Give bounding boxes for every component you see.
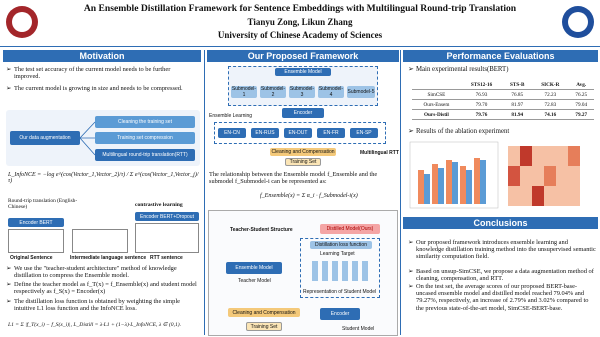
ensemble: Ensemble Model (226, 262, 282, 274)
affiliation: University of Chinese Academy of Science… (217, 30, 383, 40)
bullet: The test set accuracy of the current mod… (6, 66, 196, 80)
step: Cleaning the training set (95, 116, 195, 128)
encoder: Encoder BERT+Dropout (135, 212, 199, 221)
cleaning: Cleaning and Compensation (228, 308, 300, 317)
ablation-charts (409, 141, 580, 209)
distilled: Distilled Model(Ours) (320, 224, 380, 234)
table-cell: 79.70 (460, 99, 503, 110)
bullet: Our proposed framework introduces ensemb… (408, 239, 597, 261)
label: Student Model (342, 326, 375, 332)
label: RTT sentence (150, 255, 183, 261)
bullet: On the test set, the average scores of o… (408, 283, 597, 312)
table-row: Ours-Distil 79.76 81.94 74.16 79.27 (412, 109, 594, 120)
table-cell: SimCSE (412, 89, 461, 100)
table-cell: 79.27 (568, 109, 594, 120)
table-cell: Avg. (568, 80, 594, 90)
table-row: STS12-16 STS-B SICK-R Avg. (412, 80, 594, 90)
label: Ensemble Learning (209, 113, 253, 119)
step: Training set compression (95, 132, 195, 144)
sentence-box (8, 229, 64, 253)
language: EN-CN (218, 128, 246, 138)
submodel: Submodel-5 (347, 86, 375, 98)
label: contrastive learning (135, 202, 183, 208)
table-cell (412, 80, 461, 90)
ensemble: Ensemble Model (275, 68, 331, 76)
arrows (80, 121, 96, 156)
training-set: Training Set (246, 322, 282, 331)
cleaning: Cleaning and Compensation (270, 148, 336, 156)
formula: L_InfoNCE = −log e^(cos(Vector_1,Vector_… (8, 172, 199, 184)
bullet: The current model is growing in size and… (6, 85, 196, 92)
results-table: STS12-16 STS-B SICK-R Avg. SimCSE 76.93 76.85 7… (412, 80, 594, 120)
table-cell: SICK-R (532, 80, 569, 90)
table-cell: Ours-Distil (412, 109, 461, 120)
table-cell: 81.97 (502, 99, 533, 110)
table-cell: STS12-16 (460, 80, 503, 90)
student-panel (300, 238, 380, 298)
sentence-box (72, 229, 128, 253)
authors: Tianyu Zong, Likun Zhang (247, 17, 353, 27)
submodel: Submodel-2 (260, 86, 286, 98)
section-title: Conclusions (403, 217, 598, 229)
table-cell: 81.94 (502, 109, 533, 120)
representation-bars (312, 261, 368, 281)
label: Teacher Model (238, 278, 271, 284)
label: Learning Target (320, 251, 355, 257)
language: EN-FR (317, 128, 345, 138)
table-cell: 76.25 (568, 89, 594, 100)
formula: L1 = Σ |f_T(x_i) − f_S(x_i)|, L_Distill … (8, 322, 182, 328)
section-title: Motivation (3, 50, 201, 62)
language-panel (214, 122, 386, 144)
title: An Ensemble Distillation Framework for S… (83, 3, 517, 14)
section-title: Performance Evaluations (403, 50, 598, 62)
submodel: Submodel-4 (318, 86, 344, 98)
bullet: Define the teacher model as f_T(x) = f_E… (6, 281, 201, 295)
sentence-box (135, 223, 199, 253)
table-cell: 72.23 (532, 89, 569, 100)
table-cell: 76.85 (502, 89, 533, 100)
label: Intermediate language sentence (70, 255, 147, 261)
table-row: Ours-Ensem 79.70 81.97 72.83 79.04 (412, 99, 594, 110)
submodel: Submodel-3 (289, 86, 315, 98)
bullet: Results of the ablation experiment (408, 128, 596, 135)
label: Round-trip translation (English-Chinese) (8, 198, 78, 210)
encoder: Encoder (320, 308, 360, 320)
language: EN-SP (350, 128, 378, 138)
bullet: The distillation loss function is obtain… (6, 298, 201, 312)
logo-right (562, 6, 594, 38)
divider (204, 50, 205, 335)
table: STS12-16 STS-B SICK-R Avg. SimCSE 76.93 76.85 7… (412, 80, 594, 120)
table-cell: Ours-Ensem (412, 99, 461, 110)
augmentation-label: Our data augmentation (10, 131, 80, 145)
bullet: Based on unsup-SimCSE, we propose a data… (408, 268, 597, 282)
table-cell: 74.16 (532, 109, 569, 120)
table-cell: 79.76 (460, 109, 503, 120)
divider (400, 50, 401, 335)
table-cell: STS-B (502, 80, 533, 90)
label: Teacher-Student Structure (230, 227, 293, 233)
training-set: Training Set (285, 158, 321, 166)
label: Original Sentence (10, 255, 53, 261)
text: The relationship between the Ensemble mo… (209, 171, 378, 186)
section-title: Our Proposed Framework (207, 50, 399, 62)
table-cell: 76.93 (460, 89, 503, 100)
bullet: We use the "teacher-student architecture… (6, 265, 201, 279)
table-row: SimCSE 76.93 76.85 72.23 76.25 (412, 89, 594, 100)
language: EN-RUS (251, 128, 279, 138)
table-cell: 72.83 (532, 99, 569, 110)
encoder: Encoder (282, 108, 324, 118)
formula: f_Ensemble(x) = Σ α_i · f_Submodel-i(x) (260, 193, 358, 199)
encoder: Encoder BERT (8, 218, 64, 227)
submodel: Submodel-1 (231, 86, 257, 98)
step: Multilingual round-trip translation(RTT) (95, 149, 195, 161)
table-cell: 79.04 (568, 99, 594, 110)
label: Representation of Student Model (303, 289, 377, 295)
language: EN-DUT (284, 128, 312, 138)
label: Multilingual RTT (360, 150, 399, 156)
logo-left (6, 6, 38, 38)
bullet: Main experimental results(BERT) (408, 66, 596, 73)
loss: Distillation loss function (310, 241, 372, 249)
divider (0, 46, 600, 47)
